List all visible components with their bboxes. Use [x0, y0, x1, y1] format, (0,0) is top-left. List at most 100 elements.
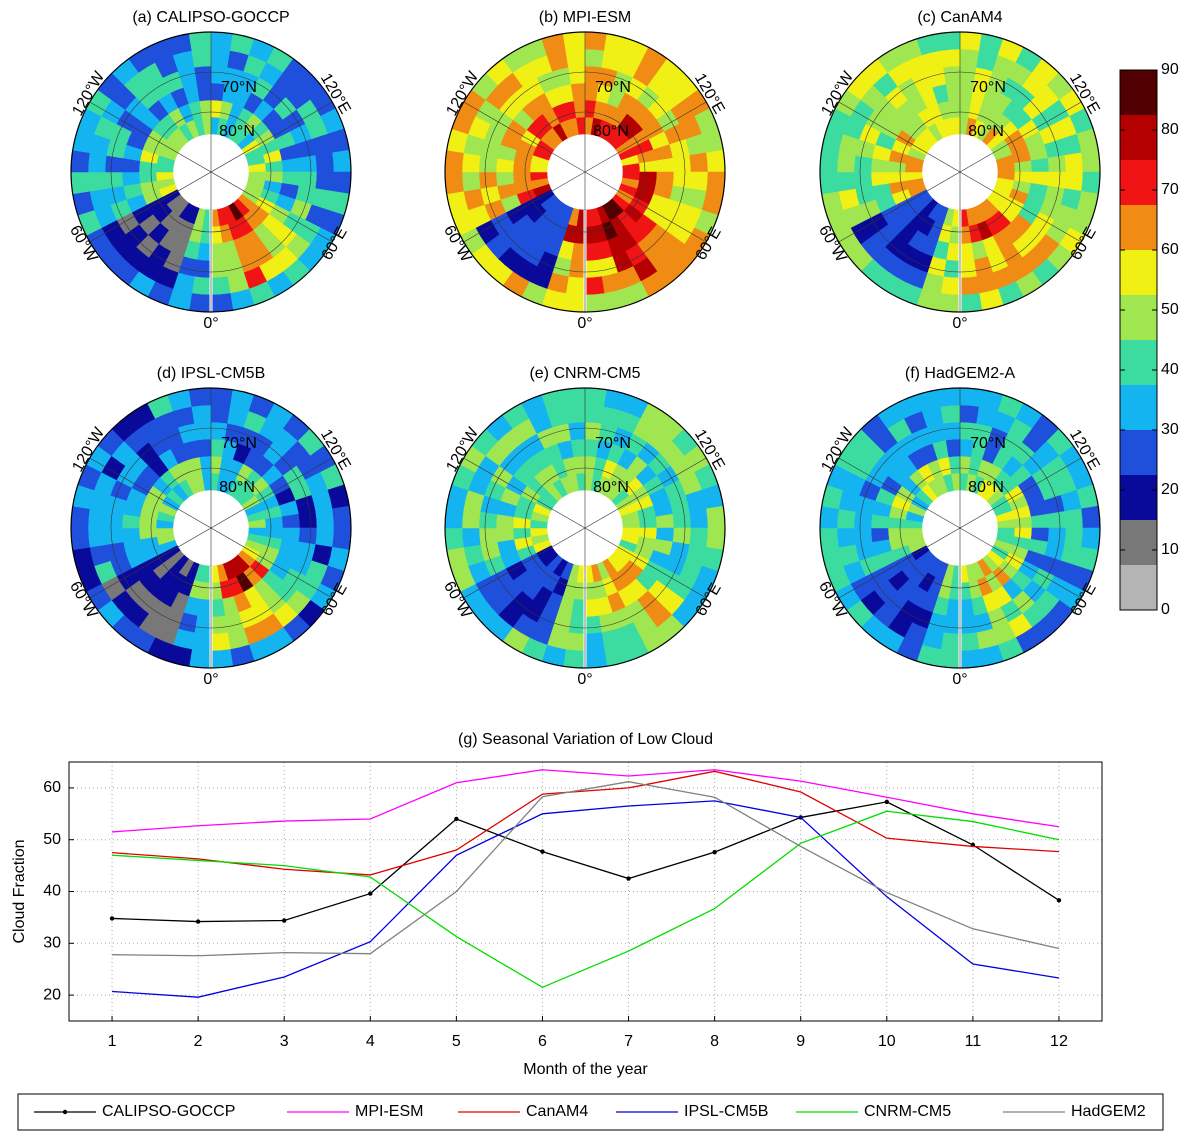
- map-cell: [1081, 505, 1101, 529]
- map-cell: [562, 31, 586, 51]
- map-cell: [188, 31, 212, 51]
- lat-label: 80°N: [219, 479, 255, 496]
- colorbar-bin: [1120, 160, 1157, 205]
- map-cell: [959, 387, 983, 407]
- map-cell: [194, 65, 212, 85]
- map-cell: [121, 171, 141, 187]
- map-cell: [819, 505, 839, 529]
- map-cell: [104, 155, 124, 173]
- map-cell: [836, 171, 856, 192]
- map-cell: [188, 387, 212, 407]
- map-cell: [210, 293, 234, 313]
- lon-label: 0°: [952, 671, 967, 688]
- map-cell: [706, 505, 726, 529]
- map-cell: [940, 404, 961, 424]
- map-cell: [706, 527, 726, 551]
- map-cell: [87, 171, 107, 192]
- map-cell: [943, 615, 961, 635]
- map-cell: [87, 152, 107, 173]
- map-cell: [672, 155, 692, 173]
- map-cell: [568, 421, 586, 441]
- meridian: [463, 101, 707, 243]
- map-outline: [819, 31, 1101, 313]
- map-cell: [584, 615, 602, 635]
- map-cell: [584, 259, 602, 279]
- colorbar-bin: [1120, 205, 1157, 250]
- series-marker: [884, 799, 889, 805]
- map-cell: [70, 527, 90, 551]
- map-cell: [959, 293, 983, 313]
- map-cell: [332, 505, 352, 529]
- map-cell: [1047, 155, 1067, 173]
- map-cell: [1064, 508, 1084, 529]
- map-cell: [945, 82, 961, 102]
- map-cell: [937, 387, 961, 407]
- colorbar-bin: [1120, 475, 1157, 520]
- colorbar-tick-label: 90: [1161, 61, 1179, 78]
- map-cell: [461, 152, 481, 173]
- map-cell: [1081, 171, 1101, 195]
- map-cell: [332, 171, 352, 195]
- chart-title: (g) Seasonal Variation of Low Cloud: [458, 731, 713, 748]
- lat-label: 70°N: [595, 435, 631, 452]
- map-cell: [565, 48, 586, 68]
- map-cell: [836, 527, 856, 548]
- lon-label: 0°: [577, 671, 592, 688]
- map-cell: [298, 511, 318, 529]
- map-cell: [332, 527, 352, 551]
- colorbar-tick-label: 10: [1161, 541, 1179, 558]
- map-cell: [194, 421, 212, 441]
- map-cell: [819, 171, 839, 195]
- colorbar-tick-label: 50: [1161, 301, 1179, 318]
- map-cell: [191, 48, 212, 68]
- map-cell: [937, 649, 961, 669]
- lat-label: 70°N: [970, 435, 1006, 452]
- legend-label: CanAM4: [526, 1103, 588, 1120]
- map-cell: [210, 615, 228, 635]
- map-cell: [315, 152, 335, 173]
- colorbar-bin: [1120, 385, 1157, 430]
- map-cell: [104, 511, 124, 529]
- colorbar-tick-label: 70: [1161, 181, 1179, 198]
- map-cell: [940, 632, 961, 652]
- x-tick-label: 7: [624, 1033, 633, 1050]
- series-marker: [282, 918, 287, 923]
- map-cell: [562, 293, 586, 313]
- map-cell: [444, 505, 464, 529]
- map-cell: [943, 421, 961, 441]
- colorbar-tick-label: 30: [1161, 421, 1179, 438]
- map-cell: [194, 259, 212, 279]
- map-cell: [281, 513, 301, 529]
- map-cell: [584, 632, 605, 652]
- map-outline: [70, 387, 352, 669]
- lon-label: 0°: [577, 315, 592, 332]
- map-cell: [210, 31, 234, 51]
- map-cell: [478, 527, 498, 545]
- map-cell: [210, 404, 231, 424]
- y-axis-label: Cloud Fraction: [11, 839, 28, 943]
- series-line: [112, 810, 1060, 989]
- map-cell: [655, 513, 675, 529]
- x-tick-label: 11: [965, 1033, 982, 1050]
- colorbar-bin: [1120, 340, 1157, 385]
- map-cell: [568, 259, 586, 279]
- x-tick-label: 1: [108, 1033, 117, 1050]
- colorbar-tick-label: 40: [1161, 361, 1179, 378]
- map-cell: [959, 598, 975, 618]
- x-tick-label: 6: [538, 1033, 547, 1050]
- map-cell: [853, 155, 873, 173]
- map-cell: [210, 48, 231, 68]
- map-cell: [444, 171, 464, 195]
- map-cell: [87, 527, 107, 548]
- legend-marker: [62, 1109, 68, 1115]
- map-cell: [461, 171, 481, 192]
- map-cell: [461, 527, 481, 548]
- map-cell: [210, 242, 226, 262]
- map-cell: [853, 527, 873, 545]
- map-cell: [706, 149, 726, 173]
- lat-label: 80°N: [219, 123, 255, 140]
- colorbar-bin: [1120, 520, 1157, 565]
